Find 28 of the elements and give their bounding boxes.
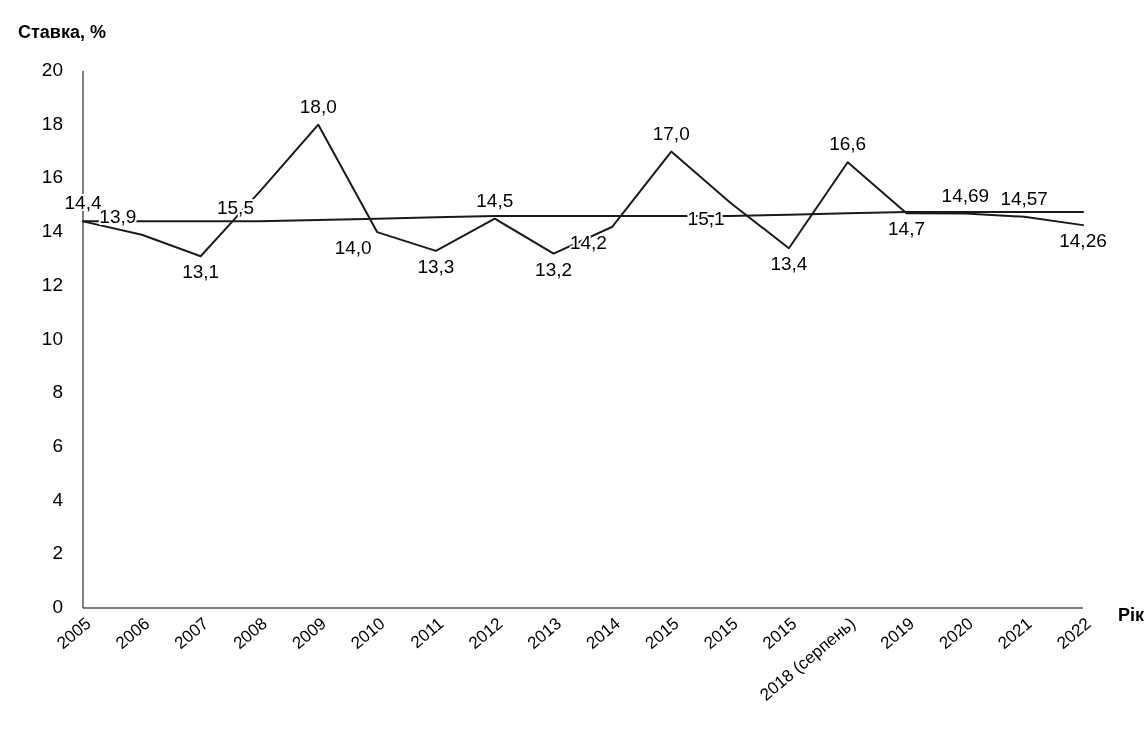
y-tick-label: 6 [52,434,63,456]
data-label: 14,0 [334,237,372,259]
data-label: 14,5 [476,189,514,211]
y-tick-label: 0 [52,596,63,618]
y-tick-label: 18 [41,112,63,134]
y-tick-label: 20 [41,59,63,81]
data-label: 14,26 [1059,230,1107,252]
y-tick-label: 14 [41,220,64,242]
data-label: 17,0 [652,122,690,144]
y-tick-label: 4 [52,488,64,510]
data-label: 14,69 [941,184,990,206]
y-tick-label: 2 [52,542,63,564]
data-label: 16,6 [829,133,867,155]
x-axis-title: Рік [1118,604,1146,625]
data-label: 14,7 [888,218,926,240]
data-label: 13,2 [535,258,573,280]
data-label: 13,1 [182,261,220,283]
y-tick-label: 10 [41,327,63,349]
data-label: 14,2 [569,231,607,253]
data-label: 13,3 [417,255,455,277]
y-tick-label: 12 [41,273,63,295]
data-label: 13,4 [770,253,808,275]
y-tick-label: 16 [41,166,63,188]
y-tick-label: 8 [52,381,63,403]
data-label: 18,0 [299,95,337,117]
y-axis-title: Ставка, % [18,22,106,42]
data-label: 14,57 [1000,187,1048,209]
data-label: 14,4 [64,192,102,214]
